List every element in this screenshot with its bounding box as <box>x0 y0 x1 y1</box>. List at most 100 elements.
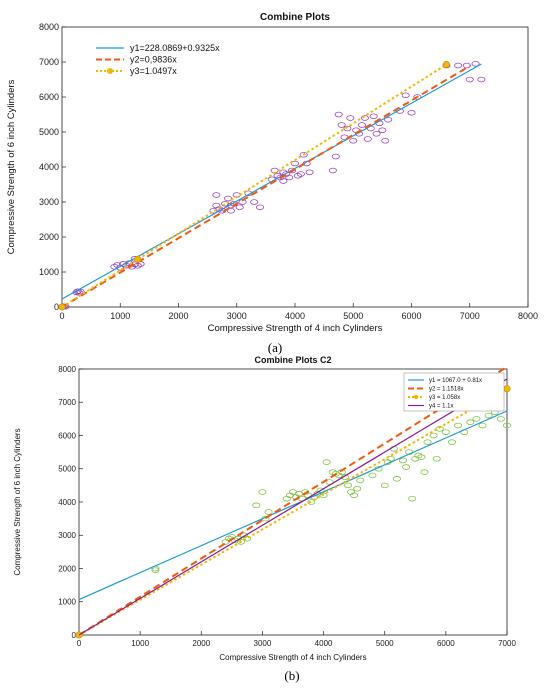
data-point <box>264 509 273 515</box>
data-point <box>353 485 362 492</box>
series-line-1 <box>78 410 508 601</box>
y-tick-label: 3000 <box>58 531 76 540</box>
y-axis-label: Compressive Strength of 6 inch Cylinders <box>6 79 17 254</box>
y-tick-label: 4000 <box>39 162 59 172</box>
x-tick-label: 5000 <box>343 311 363 321</box>
data-point <box>279 178 288 184</box>
data-point <box>212 192 221 198</box>
data-point <box>337 122 346 128</box>
data-point <box>432 455 441 462</box>
legend-box <box>403 372 505 412</box>
data-point <box>360 115 369 121</box>
series-line-4 <box>78 378 508 636</box>
data-point <box>380 482 389 489</box>
data-point <box>408 495 417 502</box>
y-tick-label: 2000 <box>39 232 59 242</box>
data-point <box>322 459 331 465</box>
x-axis-label: Compressive Strength of 4 inch Cylinders <box>219 653 366 662</box>
data-point <box>296 171 305 177</box>
data-point <box>401 92 410 99</box>
x-tick-label: 3000 <box>227 311 247 321</box>
x-tick-label: 6000 <box>401 311 421 321</box>
x-tick-label: 2000 <box>192 639 210 648</box>
data-point <box>288 167 297 174</box>
x-tick-label: 0 <box>59 311 64 321</box>
data-point <box>258 489 267 495</box>
x-tick-label: 6000 <box>437 639 455 648</box>
y-tick-label: 5000 <box>39 127 59 137</box>
data-point <box>346 115 355 121</box>
data-point <box>454 62 463 69</box>
data-point <box>334 111 343 118</box>
data-point <box>441 429 450 435</box>
data-point <box>133 262 142 269</box>
data-point <box>471 60 480 67</box>
legend-entry: y1 = 1067.0 + 0.81x <box>429 378 482 384</box>
x-tick-label: 0 <box>77 639 82 648</box>
data-point <box>429 432 438 439</box>
series-line-2 <box>78 366 508 636</box>
data-point <box>378 127 387 134</box>
data-point <box>226 207 235 214</box>
y-tick-label: 8000 <box>58 365 76 374</box>
data-point <box>256 204 265 211</box>
data-point <box>363 136 372 142</box>
data-point <box>478 422 487 429</box>
data-point <box>237 539 246 545</box>
x-tick-label: 1000 <box>131 639 149 648</box>
data-point <box>392 475 401 482</box>
y-tick-label: 6000 <box>39 92 59 102</box>
data-point <box>243 535 252 542</box>
data-point <box>357 122 366 128</box>
x-tick-label: 3000 <box>254 639 272 648</box>
data-point <box>344 482 353 489</box>
data-point <box>343 125 352 132</box>
data-point <box>290 160 299 167</box>
chart-1: 0 1000 2000 3000 4000 5000 6000 7000 8000 0 1000 20… <box>6 12 538 334</box>
x-tick-label: 2000 <box>168 311 188 321</box>
data-point <box>465 76 474 83</box>
data-point <box>395 108 404 114</box>
y-tick-label: 1000 <box>58 598 76 607</box>
chart-title: Combine Plots <box>260 12 330 23</box>
data-point <box>331 153 340 160</box>
x-tick-label: 8000 <box>518 311 538 321</box>
x-tick-label: 1000 <box>110 311 130 321</box>
y-tick-label: 7000 <box>39 57 59 67</box>
data-point <box>502 422 511 429</box>
data-point <box>340 474 349 480</box>
data-point <box>420 469 429 475</box>
data-point <box>417 454 426 460</box>
x-tick-label: 4000 <box>315 639 333 648</box>
data-point <box>356 477 365 484</box>
data-point <box>472 416 481 422</box>
data-point <box>252 502 261 509</box>
data-point <box>399 457 408 464</box>
data-point <box>414 452 423 459</box>
data-point <box>293 172 302 179</box>
y-tick-label: 6000 <box>58 431 76 440</box>
y-tick-label: 0 <box>72 631 77 640</box>
data-point <box>372 130 381 137</box>
series-marker <box>503 385 511 393</box>
data-point <box>307 499 316 505</box>
y-tick-label: 7000 <box>58 398 76 407</box>
series-line-3 <box>61 63 447 308</box>
legend-marker <box>413 394 419 400</box>
data-point <box>381 137 390 144</box>
y-tick-label: 5000 <box>58 465 76 474</box>
series-line-1 <box>61 63 482 300</box>
data-point <box>466 419 475 426</box>
data-point <box>384 116 393 123</box>
caption-a: (a) <box>267 340 283 355</box>
data-point <box>402 464 411 470</box>
data-point <box>484 412 493 419</box>
x-tick-label: 4000 <box>285 311 305 321</box>
legend-entry: y4 = 1.1x <box>429 404 454 410</box>
data-point <box>423 439 432 445</box>
chart-2: 0 1000 2000 3000 4000 5000 6000 7000 0 1000 2000 30… <box>13 355 516 662</box>
data-point <box>285 174 294 181</box>
data-point <box>299 151 308 158</box>
